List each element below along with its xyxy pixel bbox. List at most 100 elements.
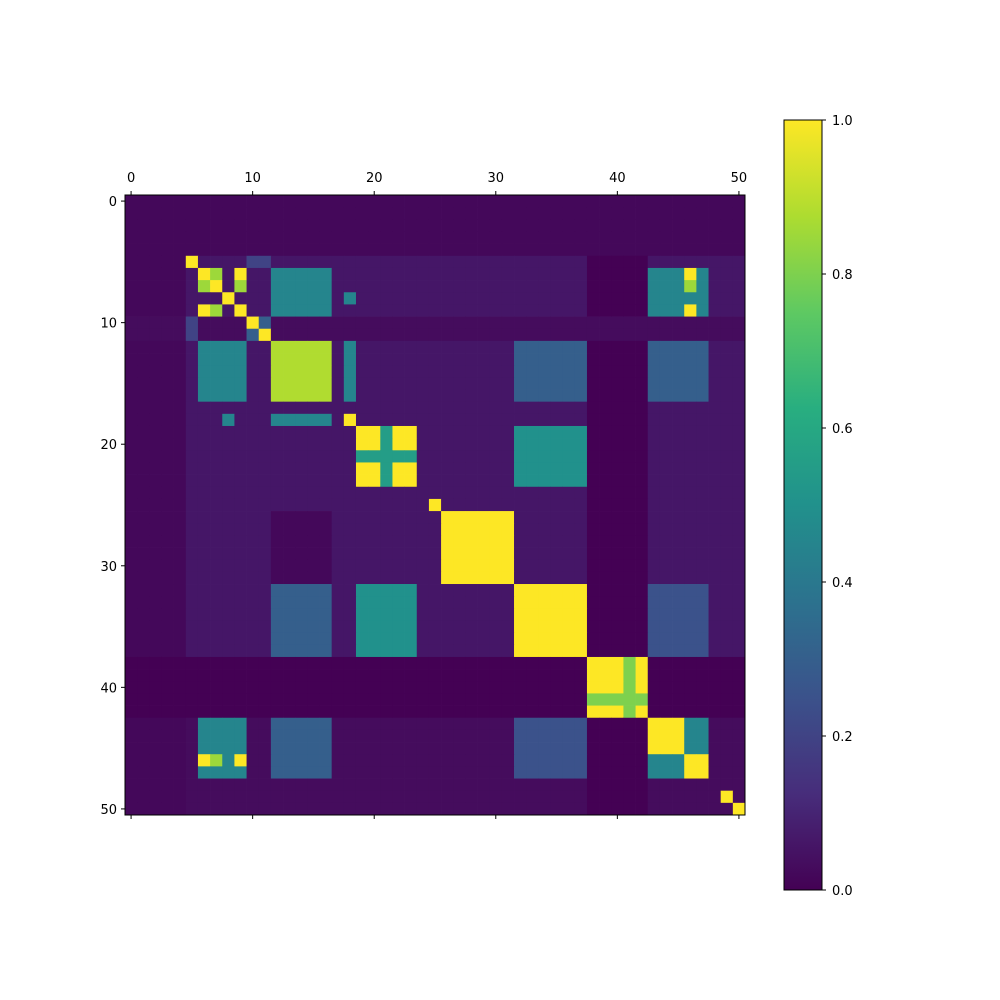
heatmap-cell [623, 243, 636, 257]
heatmap-cell [477, 559, 491, 573]
heatmap-cell [368, 438, 381, 451]
heatmap-cell [149, 474, 162, 488]
colorbar-axis: 0.00.20.40.60.81.0 [822, 114, 853, 899]
heatmap-cell [708, 195, 722, 208]
heatmap-cell [623, 547, 636, 561]
heatmap-cell [368, 219, 381, 232]
heatmap-cell [270, 389, 284, 403]
heatmap-cell [453, 729, 466, 743]
heatmap-cell [514, 328, 527, 342]
heatmap-cell [161, 413, 174, 427]
heatmap-cell [222, 608, 235, 621]
heatmap-cell [489, 778, 503, 792]
heatmap-cell [489, 571, 503, 585]
heatmap-cell [392, 802, 405, 816]
heatmap-cell [599, 377, 612, 390]
heatmap-cell [611, 523, 624, 536]
heatmap-cell [465, 243, 478, 257]
heatmap-cell [538, 486, 551, 500]
heatmap-cell [672, 498, 685, 512]
heatmap-cell [258, 401, 272, 415]
heatmap-cell [501, 486, 515, 500]
heatmap-cell [161, 486, 174, 500]
heatmap-cell [659, 425, 673, 439]
heatmap-cell [708, 717, 722, 731]
heatmap-cell [720, 705, 734, 719]
heatmap-cell [368, 766, 381, 779]
heatmap-cell [514, 535, 527, 548]
heatmap-cell [453, 474, 466, 488]
heatmap-cell [137, 766, 150, 779]
heatmap-cell [477, 717, 491, 731]
heatmap-cell [331, 462, 345, 475]
heatmap-cell [319, 365, 333, 378]
heatmap-cell [441, 729, 454, 743]
heatmap-cell [392, 717, 405, 731]
heatmap-cell [380, 425, 393, 439]
heatmap-cell [392, 754, 405, 767]
heatmap-cell [477, 292, 491, 305]
heatmap-cell [161, 255, 174, 269]
heatmap-cell [404, 790, 418, 804]
heatmap-cell [586, 389, 600, 403]
heatmap-cell [258, 802, 272, 816]
heatmap-cell [368, 596, 381, 609]
heatmap-cell [125, 620, 138, 633]
heatmap-cell [416, 328, 430, 342]
heatmap-cell [283, 353, 296, 366]
heatmap-cell [684, 790, 697, 804]
heatmap-cell [392, 584, 405, 597]
heatmap-cell [392, 255, 405, 269]
heatmap-frame [124, 194, 746, 816]
heatmap-cell [672, 523, 685, 536]
heatmap-cell [623, 450, 636, 463]
heatmap-cell [355, 413, 369, 427]
heatmap-cell [149, 316, 162, 330]
heatmap-cell [672, 681, 685, 694]
heatmap-cell [696, 450, 709, 463]
heatmap-cell [234, 377, 247, 390]
heatmap-cell [514, 316, 527, 330]
heatmap-cell [465, 559, 478, 573]
heatmap-cell [453, 571, 466, 585]
heatmap-cell [331, 608, 345, 621]
heatmap-cell [672, 717, 685, 731]
heatmap-cell [647, 462, 661, 475]
heatmap-cell [137, 195, 150, 208]
heatmap-cell [307, 425, 320, 439]
heatmap-cell [599, 656, 612, 670]
heatmap-cell [149, 413, 162, 427]
heatmap-cell [672, 450, 685, 463]
heatmap-cell [392, 267, 405, 281]
heatmap-cell [283, 438, 296, 451]
heatmap-cell [586, 280, 600, 293]
heatmap-cell [477, 316, 491, 330]
heatmap-cell [586, 207, 600, 220]
heatmap-cell [404, 328, 418, 342]
heatmap-cell [477, 632, 491, 646]
heatmap-cell [355, 547, 369, 561]
heatmap-cell [599, 292, 612, 305]
heatmap-cell [696, 328, 709, 342]
heatmap-cell [659, 267, 673, 281]
heatmap-cell [234, 742, 247, 755]
heatmap-cell [173, 681, 187, 694]
heatmap-cell [477, 644, 491, 658]
heatmap-cell [258, 231, 272, 244]
heatmap-cell [635, 632, 649, 646]
heatmap-cell [647, 705, 661, 719]
heatmap-cell [465, 656, 478, 670]
heatmap-cell [210, 280, 223, 293]
heatmap-cell [307, 790, 320, 804]
heatmap-cell [550, 353, 563, 366]
heatmap-cell [501, 267, 515, 281]
heatmap-cell [343, 693, 357, 706]
heatmap-cell [319, 328, 333, 342]
heatmap-cell [295, 365, 308, 378]
heatmap-cell [307, 474, 320, 488]
heatmap-cell [526, 717, 539, 731]
heatmap-cell [307, 304, 320, 317]
heatmap-cell [623, 644, 636, 658]
heatmap-cell [453, 377, 466, 390]
heatmap-cell [453, 304, 466, 317]
